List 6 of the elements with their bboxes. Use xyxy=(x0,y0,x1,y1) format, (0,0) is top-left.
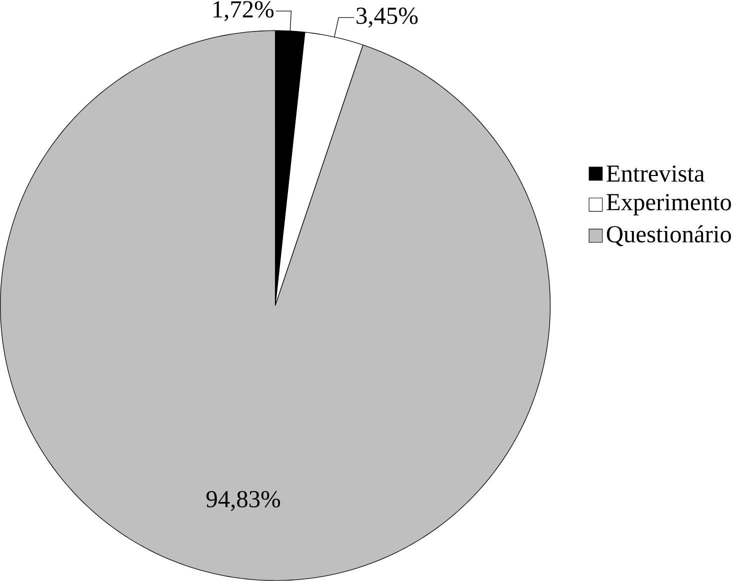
data-label: 94,83% xyxy=(206,491,280,511)
legend-label: Entrevista xyxy=(606,166,704,182)
data-label: 1,72% xyxy=(214,1,274,22)
legend-label: Questionário xyxy=(606,225,731,246)
data-label: 3,45% xyxy=(356,8,418,28)
legend-label: Experimento xyxy=(606,194,731,216)
